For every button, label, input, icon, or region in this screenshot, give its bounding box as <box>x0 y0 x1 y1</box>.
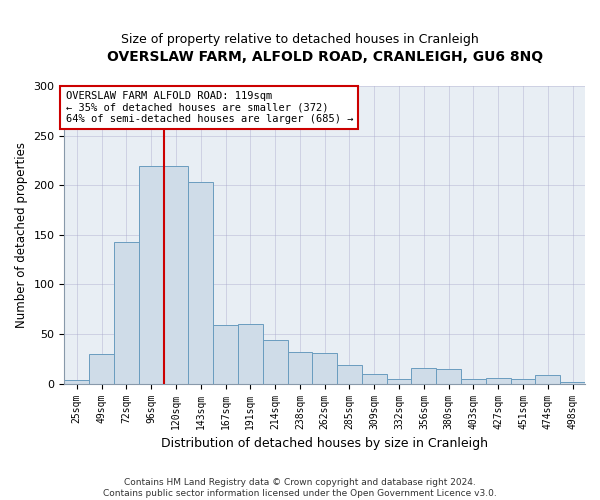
X-axis label: Distribution of detached houses by size in Cranleigh: Distribution of detached houses by size … <box>161 437 488 450</box>
Bar <box>114 242 139 384</box>
Bar <box>164 166 188 384</box>
Bar <box>188 182 213 384</box>
Bar <box>486 378 511 384</box>
Bar <box>511 378 535 384</box>
Bar <box>213 325 238 384</box>
Bar <box>436 369 461 384</box>
Text: Size of property relative to detached houses in Cranleigh: Size of property relative to detached ho… <box>121 32 479 46</box>
Text: Contains HM Land Registry data © Crown copyright and database right 2024.
Contai: Contains HM Land Registry data © Crown c… <box>103 478 497 498</box>
Y-axis label: Number of detached properties: Number of detached properties <box>15 142 28 328</box>
Bar <box>287 352 313 384</box>
Bar <box>412 368 436 384</box>
Text: OVERSLAW FARM ALFOLD ROAD: 119sqm
← 35% of detached houses are smaller (372)
64%: OVERSLAW FARM ALFOLD ROAD: 119sqm ← 35% … <box>65 91 353 124</box>
Bar <box>362 374 386 384</box>
Bar <box>238 324 263 384</box>
Title: OVERSLAW FARM, ALFOLD ROAD, CRANLEIGH, GU6 8NQ: OVERSLAW FARM, ALFOLD ROAD, CRANLEIGH, G… <box>107 50 543 64</box>
Bar <box>89 354 114 384</box>
Bar <box>337 365 362 384</box>
Bar <box>263 340 287 384</box>
Bar <box>461 378 486 384</box>
Bar <box>64 380 89 384</box>
Bar <box>560 382 585 384</box>
Bar <box>535 375 560 384</box>
Bar <box>386 378 412 384</box>
Bar <box>313 353 337 384</box>
Bar <box>139 166 164 384</box>
